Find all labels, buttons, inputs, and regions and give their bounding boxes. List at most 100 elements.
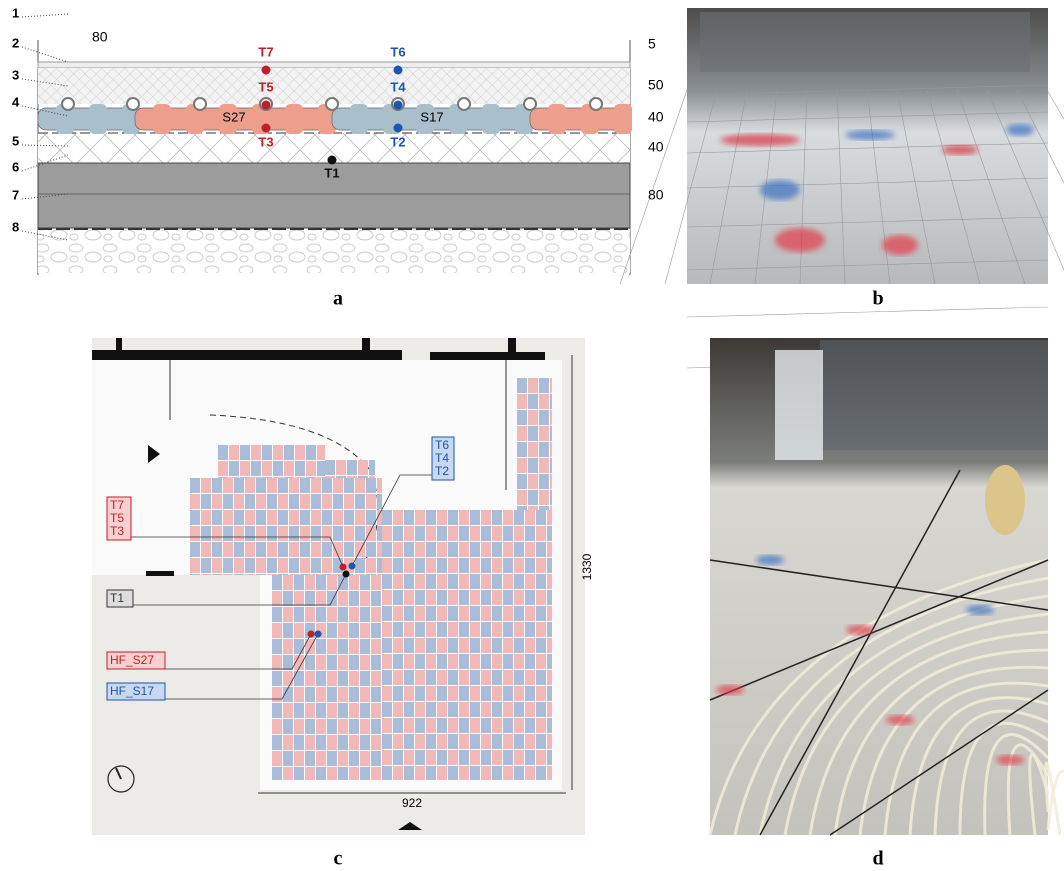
module-tile <box>190 558 200 573</box>
module-tile <box>289 494 299 509</box>
module-tile <box>448 590 458 605</box>
callout-text: T2 <box>435 464 449 478</box>
module-tile <box>536 606 546 621</box>
windows <box>820 340 1048 450</box>
module-tile <box>437 670 447 685</box>
module-tile <box>404 702 414 717</box>
module-tile <box>437 590 447 605</box>
panel-label: a <box>333 288 343 310</box>
module-tile <box>382 734 392 749</box>
module-tile <box>415 558 425 573</box>
module-tile <box>404 622 414 637</box>
module-tile <box>437 734 447 749</box>
module-tile <box>415 766 425 780</box>
module-tile <box>366 574 376 575</box>
module-tile <box>267 478 277 493</box>
module-tile <box>371 671 381 686</box>
module-tile <box>536 542 546 557</box>
module-tile <box>283 607 293 622</box>
module-tile <box>311 510 321 525</box>
module-tile <box>338 591 348 606</box>
module-tile <box>528 394 538 409</box>
module-tile <box>503 622 513 637</box>
dimension-label: 922 <box>402 796 422 810</box>
module-tile <box>426 654 436 669</box>
module-tile <box>223 558 233 573</box>
module-tile <box>382 670 392 685</box>
module-tile <box>525 574 535 589</box>
module-tile <box>327 687 337 702</box>
module-tile <box>382 558 392 573</box>
module-tile <box>492 510 502 525</box>
module-tile <box>393 718 403 733</box>
module-tile <box>371 575 381 590</box>
module-tile <box>536 590 546 605</box>
module-tile <box>547 558 552 573</box>
module-tile <box>366 558 376 573</box>
module-tile <box>492 670 502 685</box>
wall <box>430 352 545 360</box>
module-tile <box>470 526 480 541</box>
module-tile <box>459 686 469 701</box>
module-tile <box>305 639 315 654</box>
module-tile <box>333 510 343 525</box>
module-tile <box>426 638 436 653</box>
sensor-dot <box>308 631 315 638</box>
module-tile <box>305 751 315 766</box>
module-tile <box>470 670 480 685</box>
module-tile <box>190 494 200 509</box>
module-tile <box>459 638 469 653</box>
module-tile <box>426 718 436 733</box>
module-tile <box>459 670 469 685</box>
sensor-dot <box>394 101 403 110</box>
module-tile <box>539 490 549 505</box>
sensor-dot <box>262 124 271 133</box>
module-tile <box>278 494 288 509</box>
panel-label: b <box>872 288 883 310</box>
module-tile <box>393 590 403 605</box>
module-tile <box>327 671 337 686</box>
module-tile <box>267 510 277 525</box>
sensor-dot <box>262 66 271 75</box>
module-tile <box>311 558 321 573</box>
module-tile <box>218 461 228 476</box>
module-tile <box>514 558 524 573</box>
module-tile <box>234 574 244 575</box>
module-tile <box>212 510 222 525</box>
module-tile <box>528 378 538 393</box>
module-tile <box>289 542 299 557</box>
module-tile <box>503 686 513 701</box>
module-tile <box>492 558 502 573</box>
module-tile <box>273 461 283 476</box>
module-tile <box>481 686 491 701</box>
module-tile <box>322 510 332 525</box>
module-tile <box>481 526 491 541</box>
module-tile <box>459 606 469 621</box>
module-tile <box>316 751 326 766</box>
module-tile <box>517 474 527 489</box>
module-tile <box>470 542 480 557</box>
module-tile <box>437 622 447 637</box>
module-tile <box>426 590 436 605</box>
module-tile <box>377 542 382 557</box>
module-tile <box>338 703 348 718</box>
module-tile <box>448 510 458 525</box>
module-tile <box>289 478 299 493</box>
module-tile <box>426 766 436 780</box>
module-tile <box>492 766 502 780</box>
layer-number: 2 <box>12 35 19 50</box>
module-tile <box>448 718 458 733</box>
leader-line <box>22 47 68 62</box>
module-tile <box>525 638 535 653</box>
module-tile <box>190 510 200 525</box>
module-tile <box>278 526 288 541</box>
heat-trace <box>1006 124 1034 136</box>
module-tile <box>415 542 425 557</box>
module-tile <box>393 702 403 717</box>
module-tile <box>528 490 538 505</box>
module-tile <box>437 542 447 557</box>
module-tile <box>503 510 513 525</box>
pipe-coil <box>985 465 1025 535</box>
module-tile <box>295 461 305 476</box>
module-bump <box>350 104 368 134</box>
